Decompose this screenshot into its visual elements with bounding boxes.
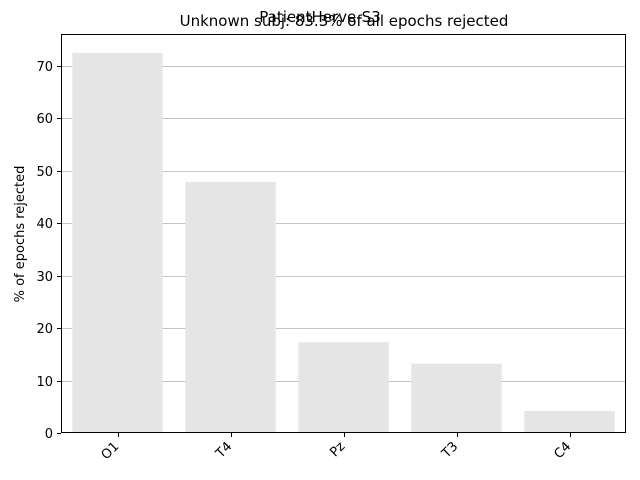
y-tick-label: 10	[36, 375, 53, 390]
bar-t4	[185, 182, 276, 433]
y-tick-label: 30	[36, 270, 53, 285]
plot-frame	[61, 34, 626, 433]
bar-pz	[298, 342, 389, 433]
y-tick-label: 60	[36, 112, 53, 127]
y-tick-label: 40	[36, 217, 53, 232]
y-ticks: 0 10 20 30 40 50 60 70	[36, 60, 61, 442]
x-ticks: O1 T4 Pz T3 C4	[99, 433, 574, 463]
figure-suptitle: PatientHerve-S3	[259, 8, 381, 26]
x-tick-label: T4	[213, 439, 236, 462]
x-tick-label: Pz	[327, 439, 348, 460]
chart-title: Unknown subj: 83.3% of all epochs reject…	[180, 12, 509, 30]
y-tick-label: 20	[36, 322, 53, 337]
y-tick-label: 50	[36, 165, 53, 180]
bars	[72, 52, 615, 434]
y-tick-label: 0	[45, 427, 53, 442]
y-axis-label: % of epochs rejected	[13, 166, 28, 303]
y-tick-label: 70	[36, 60, 53, 75]
bar-o1	[72, 52, 163, 434]
x-tick-label: C4	[551, 439, 574, 462]
bar-c4	[524, 410, 615, 433]
x-tick-label: T3	[439, 439, 462, 462]
x-tick-label: O1	[99, 439, 123, 463]
bar-t3	[411, 363, 502, 433]
